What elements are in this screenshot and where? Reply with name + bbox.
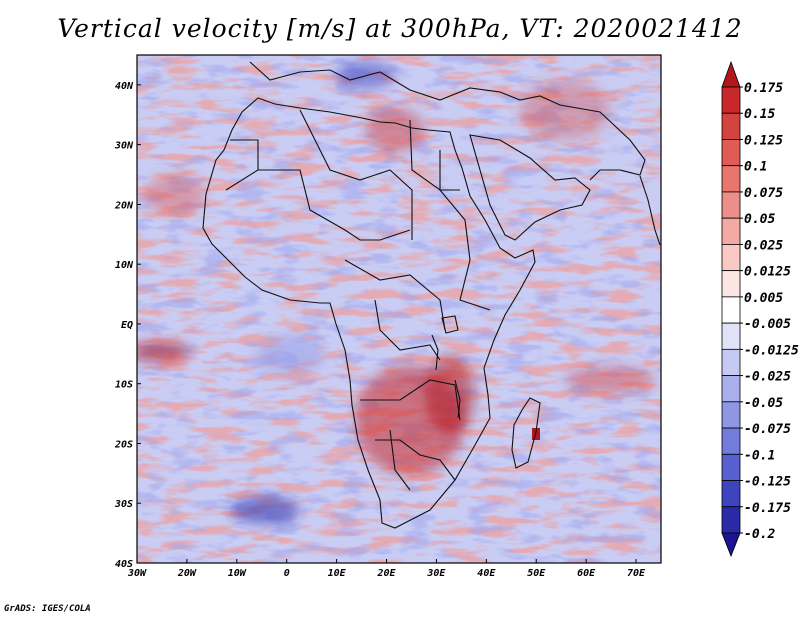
colorbar-box xyxy=(721,506,741,534)
ascent-region-west-africa xyxy=(145,175,205,215)
colorbar-box xyxy=(721,270,741,298)
country-border-mauritania xyxy=(225,139,259,191)
ascent-region-mozambique xyxy=(425,355,475,435)
colorbar-label: 0.175 xyxy=(744,81,783,96)
ascent-region-equatorial-atlantic xyxy=(137,342,190,362)
colorbar-box xyxy=(721,401,741,429)
colorbar-box xyxy=(721,191,741,219)
country-border-angola xyxy=(389,429,411,491)
coastlines-borders xyxy=(202,61,661,529)
europe-middle-east-coast xyxy=(249,61,646,181)
colorbar-label: -0.025 xyxy=(744,370,791,385)
colorbar-label: 0.15 xyxy=(744,107,775,122)
colorbar-box xyxy=(721,296,741,324)
y-tick-label: 10N xyxy=(115,260,134,271)
descent-region-mediterranean xyxy=(335,61,395,89)
map-field xyxy=(137,55,661,563)
country-border-congo xyxy=(374,299,441,361)
colorbar-label: -0.005 xyxy=(744,317,791,332)
ascent-region-indian-ocean xyxy=(565,366,655,394)
y-tick-label: 30N xyxy=(114,141,134,152)
x-tick-label: 60E xyxy=(577,568,596,579)
ascent-region-north-africa xyxy=(365,108,425,152)
colorbar: 0.175 0.15 0.125 0.1 0.075 0.05 0.025 0.0125 0.0… xyxy=(721,60,799,558)
colorbar-box xyxy=(721,375,741,403)
y-tick-label: 30S xyxy=(114,499,133,510)
colorbar-label: 0.1 xyxy=(744,160,767,175)
colorbar-box xyxy=(721,453,741,481)
colorbar-box xyxy=(721,139,741,167)
y-tick-label: 40N xyxy=(115,81,134,92)
colorbar-label: 0.0125 xyxy=(744,265,791,280)
x-tick-label: 20E xyxy=(376,568,396,579)
lake-victoria-outline xyxy=(441,315,459,334)
india-west-coast xyxy=(639,175,661,246)
colorbar-box xyxy=(721,244,741,272)
descent-region-south-atlantic xyxy=(230,496,300,524)
colorbar-box xyxy=(721,480,741,508)
country-border-east xyxy=(439,150,491,311)
colorbar-label: -0.05 xyxy=(744,396,783,411)
y-axis: 40N 30N 20N 10N EQ 10S 20S 30S 40S xyxy=(114,81,141,570)
colorbar-box xyxy=(721,427,741,455)
x-tick-label: 40E xyxy=(477,568,496,579)
x-tick-label: 30W xyxy=(127,568,147,579)
colorbar-box xyxy=(721,348,741,376)
x-tick-label: 70E xyxy=(627,568,646,579)
x-tick-label: 20W xyxy=(177,568,197,579)
country-border-central xyxy=(344,259,446,331)
x-axis: 30W 20W 10W 0 10E 20E 30E 40E 50E 60E 70E xyxy=(127,559,646,579)
madagascar-outline xyxy=(511,397,541,469)
colorbar-top-triangle xyxy=(721,60,741,88)
colorbar-bottom-triangle xyxy=(721,532,741,558)
x-tick-label: 10W xyxy=(228,568,247,579)
colorbar-labels: 0.175 0.15 0.125 0.1 0.075 0.05 0.025 0.0125 0.0… xyxy=(740,81,799,542)
colorbar-box xyxy=(721,217,741,245)
country-border-nile xyxy=(409,119,460,191)
y-tick-label: 20N xyxy=(114,200,134,211)
colorbar-label: 0.025 xyxy=(744,238,783,253)
plot-border xyxy=(136,54,662,564)
x-tick-label: 10E xyxy=(328,568,347,579)
colorbar-label: 0.075 xyxy=(744,186,783,201)
colorbar-box xyxy=(721,86,741,114)
colorbar-label: 0.125 xyxy=(744,133,783,148)
colorbar-box xyxy=(721,112,741,140)
field-strong-regions xyxy=(137,61,655,524)
africa-coastline xyxy=(202,97,536,529)
colorbar-label: -0.175 xyxy=(744,501,791,516)
colorbar-label: -0.125 xyxy=(744,475,791,490)
colorbar-label: 0.05 xyxy=(744,212,775,227)
colorbar-boxes xyxy=(721,86,741,534)
colorbar-label: -0.0125 xyxy=(744,343,799,358)
y-tick-label: 40S xyxy=(115,559,133,570)
x-tick-label: 30E xyxy=(426,568,446,579)
descent-region-gulf-of-guinea xyxy=(255,335,325,375)
colorbar-box xyxy=(721,322,741,350)
y-tick-label: 10S xyxy=(115,380,133,391)
colorbar-label: -0.2 xyxy=(744,527,775,542)
y-tick-label: EQ xyxy=(121,320,133,331)
grads-credit: GrADS: IGES/COLA xyxy=(4,604,91,614)
x-tick-label: 0 xyxy=(284,568,290,579)
colorbar-label: -0.075 xyxy=(744,422,791,437)
country-border-west-africa xyxy=(258,169,411,241)
y-tick-label: 20S xyxy=(114,439,133,450)
colorbar-label: 0.005 xyxy=(744,291,783,306)
country-border-sahara xyxy=(299,109,413,240)
map-frame xyxy=(136,54,662,564)
map-title: Vertical velocity [m/s] at 300hPa, VT: 2… xyxy=(57,14,743,43)
x-tick-label: 50E xyxy=(527,568,546,579)
ascent-region-iran xyxy=(520,80,610,140)
lake-malawi-outline xyxy=(454,379,461,419)
arabian-peninsula-outline xyxy=(469,134,591,241)
lake-tanganyika-outline xyxy=(431,334,439,371)
colorbar-box xyxy=(721,165,741,193)
country-border-southern xyxy=(360,379,461,421)
colorbar-label: -0.1 xyxy=(744,448,775,463)
